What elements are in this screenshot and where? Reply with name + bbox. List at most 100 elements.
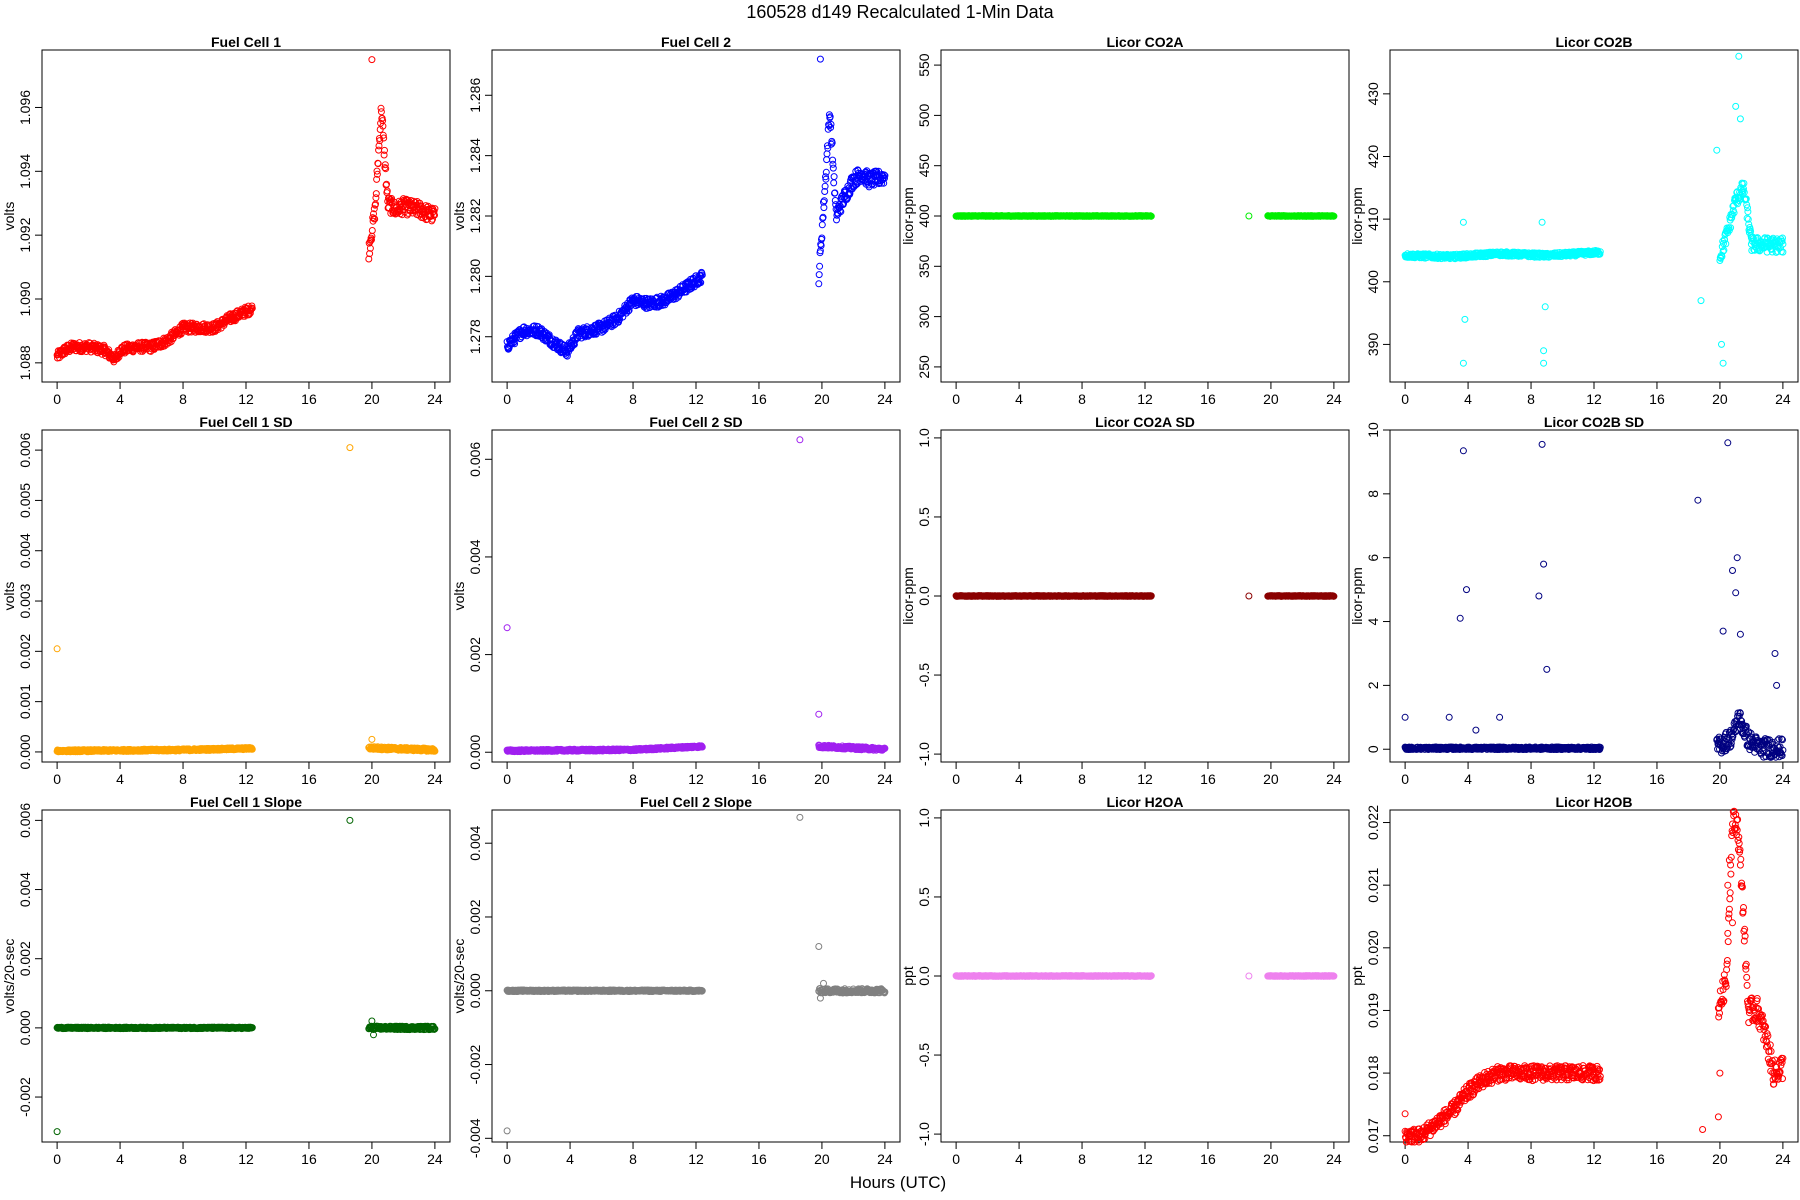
y-tick-label: 0.005 — [17, 483, 33, 518]
data-point — [830, 179, 838, 187]
panel-1: Fuel Cell 10 4 8 12 16 20 241.0881.0901.0921.0… — [1, 34, 451, 407]
outlier-point — [1538, 218, 1546, 226]
outlier-point — [796, 436, 804, 444]
y-tick-label: 390 — [1365, 333, 1381, 357]
y-tick-label: 0.006 — [467, 442, 483, 477]
outlier-point — [1732, 102, 1740, 110]
data-point — [381, 161, 389, 169]
data-point — [829, 164, 837, 172]
data-point — [853, 180, 861, 188]
data-point — [823, 150, 831, 158]
x-tick-label: 20 — [364, 771, 380, 787]
y-tick-label: 0 — [1365, 745, 1381, 753]
data-point — [407, 207, 414, 215]
data-point — [380, 134, 388, 142]
plot-frame — [491, 429, 901, 763]
panel-title: Licor CO2A — [1106, 34, 1183, 50]
data-point — [381, 164, 389, 172]
outlier-point — [1541, 303, 1549, 311]
x-tick-label: 24 — [877, 771, 893, 787]
data-point — [824, 144, 832, 152]
outlier-point — [1735, 52, 1743, 60]
panel-title: Fuel Cell 1 SD — [199, 414, 292, 430]
data-point — [379, 131, 387, 139]
y-tick-label: 1.092 — [17, 217, 33, 252]
data-points — [952, 592, 1338, 600]
data-points — [952, 212, 1338, 220]
data-point — [248, 304, 256, 312]
data-point — [369, 214, 377, 222]
data-points — [53, 444, 439, 756]
data-point — [826, 113, 834, 121]
outlier-point — [1736, 115, 1744, 123]
y-tick-label: 1.0 — [916, 428, 932, 448]
x-tick-label: 20 — [814, 391, 830, 407]
x-tick-label: 0 — [952, 391, 960, 407]
x-tick-label: 0 — [53, 391, 61, 407]
x-tick-label: 8 — [629, 771, 637, 787]
panel-grid: Fuel Cell 10 4 8 12 16 20 241.0881.0901.0921.0… — [1, 34, 1799, 1167]
x-tick-label: 8 — [1527, 391, 1535, 407]
data-point — [698, 271, 706, 279]
data-point — [818, 234, 826, 242]
data-point — [377, 108, 385, 116]
y-tick-label: 400 — [1365, 270, 1381, 294]
outlier-point — [1697, 297, 1705, 305]
x-tick-label: 16 — [1200, 391, 1216, 407]
panel-title: Licor CO2B — [1555, 34, 1632, 50]
data-point — [373, 167, 381, 175]
data-point — [105, 346, 113, 354]
x-tick-label: 20 — [1712, 771, 1728, 787]
x-tick-label: 8 — [1078, 771, 1086, 787]
outlier-point — [1713, 146, 1721, 154]
x-tick-label: 12 — [238, 391, 254, 407]
y-tick-label: 1.286 — [467, 78, 483, 113]
y-tick-label: 0.003 — [17, 583, 33, 618]
panel-title: Fuel Cell 1 — [211, 34, 281, 50]
data-point — [881, 174, 888, 182]
x-tick-label: 24 — [427, 771, 443, 787]
data-point — [873, 167, 881, 175]
x-tick-label: 4 — [116, 771, 124, 787]
y-tick-label: 300 — [916, 305, 932, 329]
panel-title: Licor CO2A SD — [1095, 414, 1195, 430]
data-point — [819, 213, 827, 221]
panel-title: Fuel Cell 2 — [661, 34, 731, 50]
outlier-point — [1718, 340, 1725, 348]
data-point — [383, 187, 391, 195]
data-point — [829, 160, 837, 168]
x-tick-label: 20 — [1263, 771, 1279, 787]
y-tick-label: 0.004 — [467, 539, 483, 574]
data-point — [570, 341, 578, 348]
y-axis-label: licor-ppm — [1349, 187, 1365, 245]
outlier-point — [1540, 347, 1548, 355]
data-point — [381, 146, 388, 154]
outlier-point — [346, 444, 354, 452]
x-tick-label: 20 — [1263, 391, 1279, 407]
x-tick-label: 4 — [566, 771, 574, 787]
data-point — [365, 255, 373, 263]
x-tick-label: 0 — [53, 771, 61, 787]
data-point — [822, 175, 830, 183]
y-axis-label: licor-ppm — [900, 567, 916, 625]
y-axis-label: volts — [1, 582, 17, 611]
data-point — [831, 197, 839, 204]
y-tick-label: 0.5 — [916, 507, 932, 527]
outlier-point — [815, 710, 823, 718]
x-tick-label: 12 — [1137, 771, 1153, 787]
outlier-point — [368, 735, 376, 743]
data-point — [881, 172, 889, 180]
panel-7: Licor CO2A SD0 4 8 12 16 20 24-1.0-0.50.00.51.… — [900, 414, 1350, 787]
outlier-point — [368, 56, 376, 64]
data-point — [374, 160, 382, 168]
data-point — [836, 207, 844, 215]
y-tick-label: 1.094 — [17, 154, 33, 189]
y-axis-label: volts — [451, 202, 467, 231]
data-point — [822, 168, 830, 176]
panel-2: Fuel Cell 20 4 8 12 16 20 241.2781.2801.2821.2… — [451, 34, 901, 407]
data-point — [372, 190, 380, 198]
x-tick-label: 0 — [503, 391, 511, 407]
y-tick-label: 450 — [916, 154, 932, 178]
